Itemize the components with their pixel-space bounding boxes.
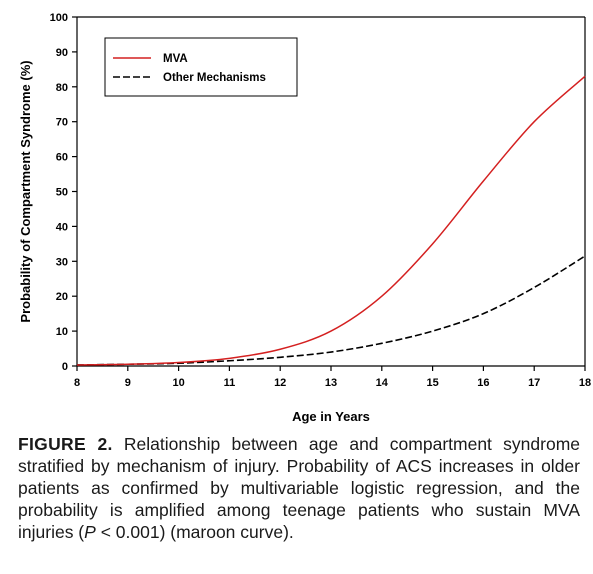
x-tick-label: 15: [426, 377, 438, 389]
caption-p-symbol: P: [84, 522, 96, 542]
y-tick-label: 40: [56, 221, 68, 233]
y-tick-label: 90: [56, 47, 68, 59]
y-tick-label: 50: [56, 187, 68, 199]
y-tick-label: 100: [50, 12, 68, 24]
series-layer: [76, 75, 586, 366]
x-tick-label: 16: [477, 377, 489, 389]
x-tick-label: 10: [172, 377, 184, 389]
y-tick-label: 0: [62, 361, 68, 373]
legend-label: Other Mechanisms: [163, 72, 266, 84]
legend: MVA Other Mechanisms: [104, 37, 298, 97]
series-line-other-mechanisms: [76, 255, 586, 366]
caption-label: FIGURE 2.: [18, 434, 113, 454]
legend-box: [104, 37, 298, 97]
x-tick-label: 9: [125, 377, 131, 389]
x-tick-label: 8: [74, 377, 80, 389]
y-tick-label: 70: [56, 117, 68, 129]
y-tick-label: 30: [56, 256, 68, 268]
x-axis-title: Age in Years: [292, 409, 370, 424]
y-axis-title: Probability of Compartment Syndrome (%): [18, 60, 33, 322]
figure-caption: FIGURE 2. Relationship between age and c…: [18, 433, 580, 543]
y-tick-label: 60: [56, 152, 68, 164]
y-tick-label: 10: [56, 326, 68, 338]
legend-label: MVA: [163, 53, 188, 65]
series-line-mva: [76, 75, 586, 366]
x-tick-label: 13: [325, 377, 337, 389]
caption-text-before: Relationship between age and compartment…: [18, 434, 581, 542]
axes: 0 10 20 30 40 50 60 70 80 90 100 8 9 10 11 12 13 14 15 16 17…: [18, 12, 591, 424]
x-tick-label: 11: [224, 377, 236, 389]
y-tick-label: 20: [56, 291, 68, 303]
x-tick-label: 17: [528, 377, 540, 389]
x-tick-label: 18: [579, 377, 591, 389]
x-tick-label: 12: [274, 377, 286, 389]
y-tick-label: 80: [56, 82, 68, 94]
x-tick-label: 14: [376, 377, 389, 389]
chart: 0 10 20 30 40 50 60 70 80 90 100 8 9 10 11 12 13 14 15 16 17…: [18, 12, 591, 424]
caption-text-after: < 0.001) (maroon curve).: [95, 522, 294, 542]
